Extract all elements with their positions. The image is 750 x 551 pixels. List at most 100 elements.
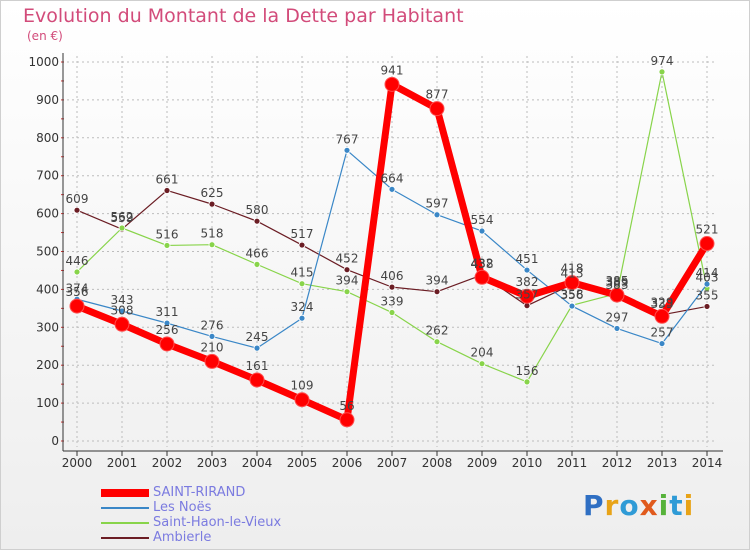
y-tick-label: 400 <box>36 282 59 296</box>
legend-item: Saint-Haon-le-Vieux <box>101 515 281 530</box>
y-tick-label: 0 <box>51 434 59 448</box>
data-point <box>249 372 265 388</box>
data-point <box>159 336 175 352</box>
data-label: 403 <box>696 270 719 284</box>
data-label: 358 <box>561 287 584 301</box>
y-tick-label: 100 <box>36 396 59 410</box>
data-label: 308 <box>111 303 134 317</box>
data-label: 56 <box>339 399 354 413</box>
data-label: 297 <box>606 310 629 324</box>
data-label: 597 <box>426 197 449 211</box>
data-label: 661 <box>156 172 179 186</box>
data-label: 276 <box>201 318 224 332</box>
x-tick-label: 2013 <box>647 456 678 470</box>
x-tick-label: 2000 <box>62 456 93 470</box>
y-tick-label: 300 <box>36 320 59 334</box>
data-point <box>253 344 261 352</box>
data-label: 109 <box>291 379 314 393</box>
legend-swatch <box>101 506 149 509</box>
data-point <box>388 283 396 291</box>
data-label: 466 <box>246 246 269 260</box>
logo-letter: o <box>619 489 640 522</box>
x-tick-label: 2014 <box>692 456 723 470</box>
data-label: 451 <box>516 252 539 266</box>
data-point <box>474 269 490 285</box>
data-label: 357 <box>516 288 539 302</box>
data-label: 664 <box>381 171 404 185</box>
data-label: 438 <box>471 257 494 271</box>
chart-subtitle: (en €) <box>27 29 63 43</box>
data-label: 383 <box>606 278 629 292</box>
data-point <box>163 187 171 194</box>
logo-letter: t <box>669 489 684 522</box>
legend-swatch <box>101 521 149 524</box>
data-point <box>73 268 81 276</box>
x-tick-label: 2011 <box>557 456 588 470</box>
data-label: 394 <box>426 274 449 288</box>
data-point <box>298 241 306 249</box>
data-point <box>253 260 261 268</box>
data-point <box>523 378 531 386</box>
data-label: 562 <box>111 210 134 224</box>
y-tick-label: 900 <box>36 93 59 107</box>
data-label: 767 <box>336 132 359 146</box>
chart-title: Evolution du Montant de la Dette par Hab… <box>23 5 464 27</box>
data-label: 161 <box>246 359 269 373</box>
data-label: 245 <box>246 330 269 344</box>
data-label: 356 <box>561 288 584 302</box>
data-label: 262 <box>426 324 449 338</box>
data-point <box>519 288 535 304</box>
logo-letter: i <box>658 489 670 522</box>
data-point <box>163 319 171 327</box>
legend-item: Ambierle <box>101 530 281 545</box>
data-label: 311 <box>156 305 179 319</box>
data-label: 518 <box>201 227 224 241</box>
legend-item: Les Noës <box>101 500 281 515</box>
logo-letter: P <box>583 489 605 522</box>
data-label: 877 <box>426 88 449 102</box>
legend-label: Saint-Haon-le-Vieux <box>153 515 282 530</box>
data-label: 356 <box>66 285 89 299</box>
legend-swatch <box>101 488 149 497</box>
data-label: 382 <box>516 275 539 289</box>
data-label: 418 <box>561 262 584 276</box>
data-point <box>433 338 441 346</box>
data-point <box>433 288 441 296</box>
data-label: 339 <box>381 295 404 309</box>
x-tick-label: 2005 <box>287 456 318 470</box>
data-label: 156 <box>516 364 539 378</box>
data-point <box>208 200 216 208</box>
data-label: 413 <box>561 266 584 280</box>
data-label: 432 <box>471 256 494 270</box>
data-point <box>208 332 216 340</box>
data-point <box>703 303 711 310</box>
data-label: 389 <box>606 276 629 290</box>
data-label: 609 <box>66 192 89 206</box>
data-point <box>343 266 351 274</box>
data-label: 210 <box>201 340 224 354</box>
data-label: 452 <box>336 252 359 266</box>
data-point <box>298 314 306 322</box>
data-point <box>69 298 85 314</box>
data-point <box>208 241 216 249</box>
x-tick-label: 2006 <box>332 456 363 470</box>
data-label: 414 <box>696 266 719 280</box>
data-label: 374 <box>66 281 89 295</box>
data-point <box>388 185 396 193</box>
logo-letter: i <box>683 489 695 522</box>
data-label: 554 <box>471 213 494 227</box>
x-tick-label: 2003 <box>197 456 228 470</box>
data-label: 516 <box>156 227 179 241</box>
data-label: 343 <box>111 293 134 307</box>
data-label: 355 <box>696 288 719 302</box>
proxiti-logo: Proxiti <box>583 489 694 522</box>
data-point <box>703 280 711 288</box>
data-label: 204 <box>471 346 494 360</box>
data-label: 257 <box>651 326 674 340</box>
data-label: 333 <box>651 297 674 311</box>
data-point <box>568 302 576 310</box>
data-label: 256 <box>156 323 179 337</box>
y-tick-label: 1000 <box>28 55 59 69</box>
data-point <box>523 266 531 274</box>
